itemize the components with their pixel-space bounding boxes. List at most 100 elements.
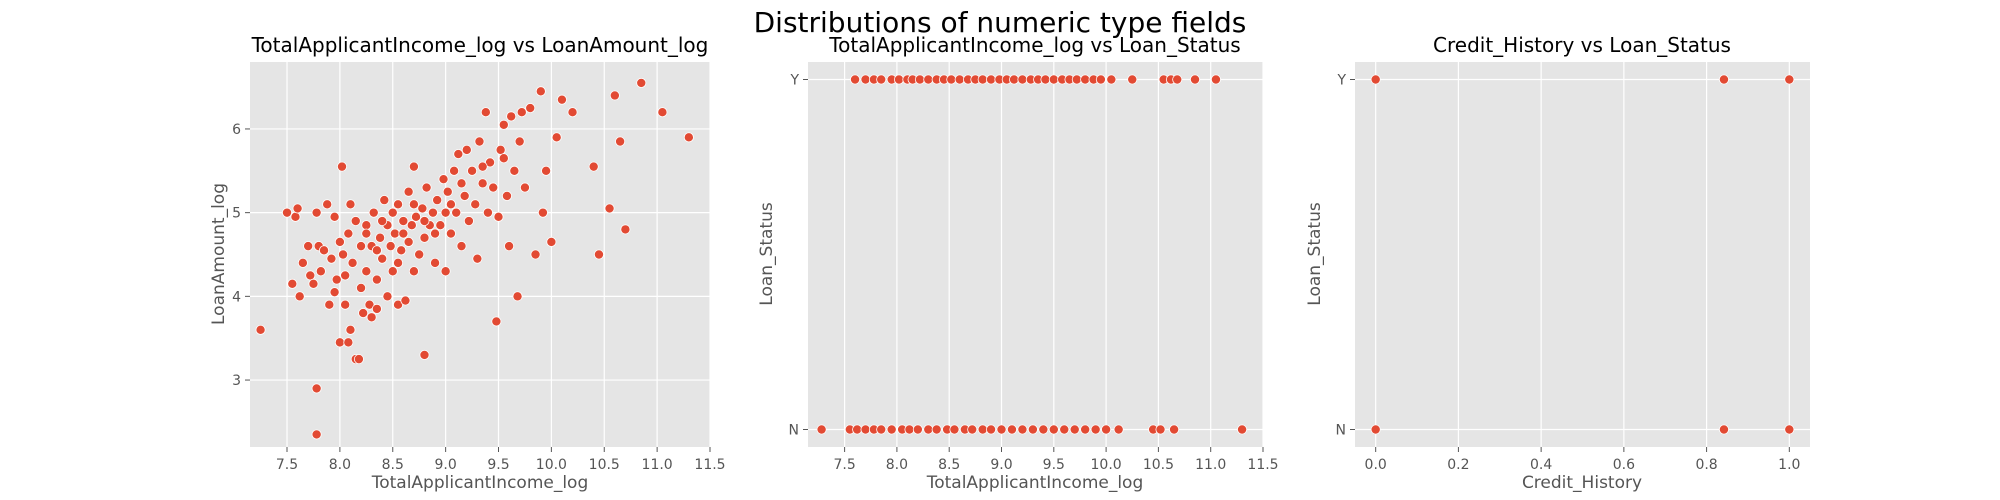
data-point [914,74,925,85]
data-point [303,241,314,252]
data-point [408,199,419,210]
y-tick-label: 4 [232,289,241,305]
data-point [456,241,467,252]
subplot-title: Credit_History vs Loan_Status [1433,33,1731,57]
data-point [537,207,548,218]
data-point [546,236,557,247]
x-tick-label: 10.0 [1091,457,1122,473]
data-point [411,211,422,222]
x-tick-label: 1.0 [1778,457,1800,473]
data-point [1718,74,1729,85]
x-tick-label: 9.5 [1043,457,1065,473]
scatter-credithistory-vs-loanstatus: Credit_History vs Loan_Status Credit_His… [1305,33,1810,493]
data-point [282,207,293,218]
data-point [894,74,905,85]
data-point [331,274,342,285]
data-point [516,107,527,118]
y-tick-label: 6 [232,122,241,138]
data-point [485,157,496,168]
data-point [430,257,441,268]
data-point [358,308,369,319]
data-point [876,424,887,435]
x-tick-label: 7.5 [833,457,855,473]
x-tick-label: 8.5 [382,457,404,473]
data-point [620,224,631,235]
data-point [408,266,419,277]
data-point [345,199,356,210]
data-point [353,354,364,365]
data-point [343,337,354,348]
data-point [1113,424,1124,435]
data-point [305,270,316,281]
data-point [393,299,404,310]
data-point [406,220,417,231]
data-point [403,186,414,197]
data-point [311,383,322,394]
data-point [435,220,446,231]
data-point [480,107,491,118]
data-point [334,337,345,348]
y-axis-label: Loan_Status [757,202,777,306]
data-point [477,178,488,189]
x-tick-label: 8.0 [329,457,351,473]
data-point [324,299,335,310]
data-point [445,228,456,239]
data-point [292,203,303,214]
data-point [604,203,615,214]
data-point [1017,74,1028,85]
data-point [467,165,478,176]
data-point [377,253,388,264]
x-tick-labels: 7.5 8.0 8.5 9.0 9.5 10.0 10.5 11.0 11.5 [833,447,1279,473]
data-point [949,424,960,435]
data-point [453,149,464,160]
data-point [326,253,337,264]
data-point [1784,424,1795,435]
x-tick-label: 11.0 [642,457,673,473]
data-point [551,132,562,143]
plot-area [808,62,1263,447]
subplot-title: TotalApplicantIncome_log vs LoanAmount_l… [251,33,709,57]
data-point [398,216,409,227]
data-point [923,424,934,435]
x-tick-labels: 7.5 8.0 8.5 9.0 9.5 10.0 10.5 11.0 11.5 [276,447,726,473]
x-tick-label: 0.0 [1365,457,1387,473]
data-point [459,190,470,201]
data-point [308,278,319,289]
data-point [530,249,541,260]
data-point [338,249,349,260]
data-point [1172,74,1183,85]
data-point [408,161,419,172]
data-point [556,94,567,105]
data-point [1190,74,1201,85]
data-point [449,165,460,176]
data-point [361,266,372,277]
data-point [311,429,322,440]
data-point [1101,424,1112,435]
data-point [294,291,305,302]
data-point [361,220,372,231]
data-point [1059,424,1070,435]
data-point [387,207,398,218]
data-point [356,282,367,293]
data-point [946,74,957,85]
y-tick-labels: NY [1336,73,1355,439]
data-point [615,136,626,147]
data-point [1080,424,1091,435]
data-point [1027,424,1038,435]
data-point [347,257,358,268]
data-point [329,211,340,222]
data-point [588,161,599,172]
data-point [977,74,988,85]
data-point [340,270,351,281]
x-axis-label: Credit_History [1522,473,1642,493]
scatter-income-vs-loanstatus: TotalApplicantIncome_log vs Loan_Status … [757,33,1279,493]
data-point [322,199,333,210]
data-point [377,216,388,227]
data-point [350,216,361,227]
scatter-income-vs-loanamount: TotalApplicantIncome_log vs LoanAmount_l… [209,33,726,493]
data-point [593,249,604,260]
y-tick-label: Y [789,73,799,89]
y-tick-label: N [1336,423,1346,439]
scatter-points [816,74,1248,435]
data-point [368,207,379,218]
